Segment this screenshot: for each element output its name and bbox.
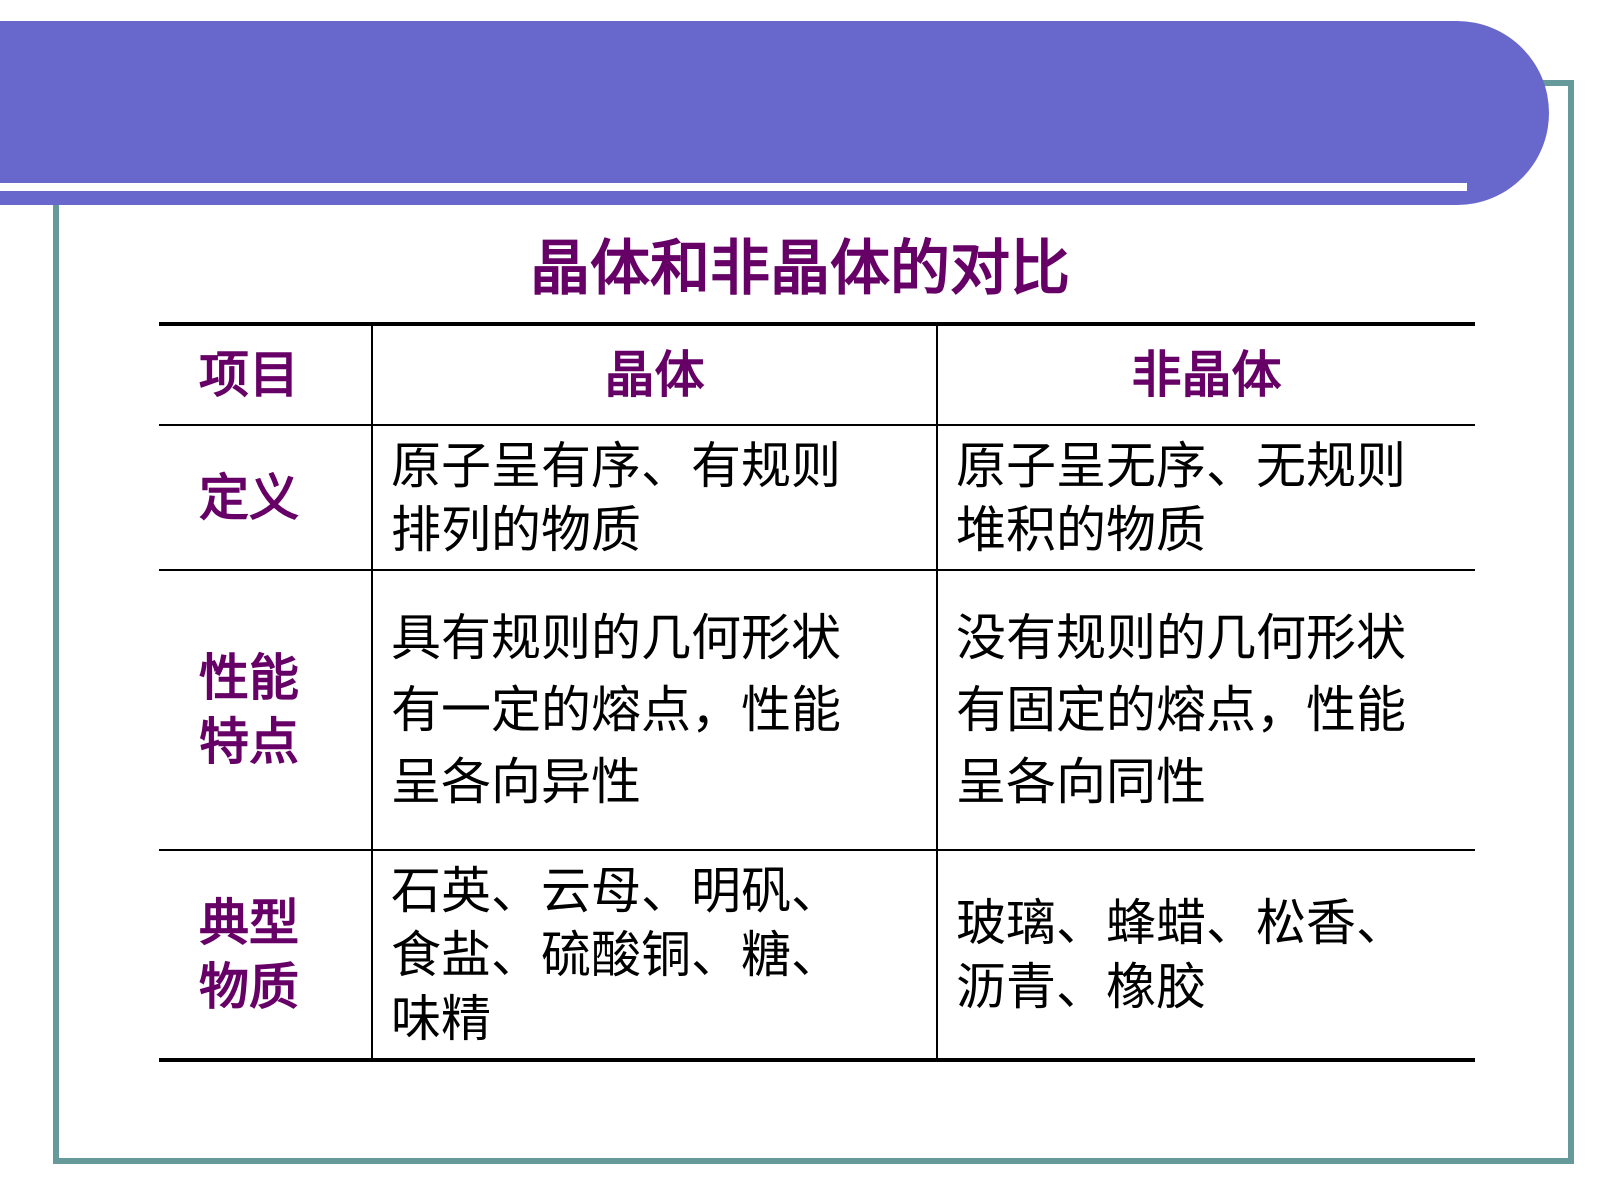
cell-line: 原子呈无序、无规则	[956, 436, 1406, 495]
table-row: 典型 物质 石英、云母、明矾、 食盐、硫酸铜、糖、 味精 玻璃、蜂蜡、松香、 沥青、橡胶	[159, 849, 1475, 1062]
label-line: 定义	[199, 468, 299, 527]
cell-line: 原子呈有序、有规则	[391, 436, 841, 495]
crystal-cell: 具有规则的几何形状 有一定的熔点，性能 呈各向异性	[371, 569, 937, 851]
cell-line: 呈各向同性	[956, 753, 1206, 811]
cell-line: 有一定的熔点，性能	[391, 681, 841, 739]
banner-stripe	[0, 183, 1467, 191]
cell-line: 玻璃、蜂蜡、松香、	[956, 893, 1406, 952]
label-line: 典型	[199, 893, 299, 952]
row-label: 性能 特点	[159, 569, 372, 851]
crystal-cell: 原子呈有序、有规则 排列的物质	[371, 424, 937, 571]
cell-line: 沥青、橡胶	[956, 957, 1206, 1016]
table-header-row: 项目 晶体 非晶体	[159, 322, 1475, 426]
header-item: 项目	[159, 322, 372, 426]
label-line: 物质	[199, 957, 299, 1016]
cell-line: 食盐、硫酸铜、糖、	[391, 925, 841, 984]
amorphous-cell: 原子呈无序、无规则 堆积的物质	[936, 424, 1475, 571]
cell-line: 有固定的熔点，性能	[956, 681, 1406, 739]
comparison-table: 项目 晶体 非晶体 定义 原子呈有序、有规则 排列的物质 原子呈无序、无规则 堆积的…	[159, 322, 1475, 1062]
cell-line: 味精	[391, 989, 491, 1048]
amorphous-cell: 没有规则的几何形状 有固定的熔点，性能 呈各向同性	[936, 569, 1475, 851]
header-crystal: 晶体	[371, 322, 937, 426]
table-row: 定义 原子呈有序、有规则 排列的物质 原子呈无序、无规则 堆积的物质	[159, 424, 1475, 571]
label-line: 特点	[199, 713, 299, 771]
cell-line: 具有规则的几何形状	[391, 609, 841, 667]
row-label: 定义	[159, 424, 372, 571]
cell-line: 堆积的物质	[956, 500, 1206, 559]
crystal-cell: 石英、云母、明矾、 食盐、硫酸铜、糖、 味精	[371, 849, 937, 1062]
header-amorphous: 非晶体	[936, 322, 1475, 426]
amorphous-cell: 玻璃、蜂蜡、松香、 沥青、橡胶	[936, 849, 1475, 1062]
cell-line: 排列的物质	[391, 500, 641, 559]
slide-title: 晶体和非晶体的对比	[530, 234, 1070, 304]
cell-line: 呈各向异性	[391, 753, 641, 811]
title-banner	[0, 21, 1549, 205]
label-line: 性能	[199, 649, 299, 707]
row-label: 典型 物质	[159, 849, 372, 1062]
table-row: 性能特点 具有规则的几何形状 有一定的熔点，性能 呈各向异性 没有规则的几何形状 有固…	[159, 569, 1475, 851]
cell-line: 石英、云母、明矾、	[391, 861, 841, 920]
cell-line: 没有规则的几何形状	[956, 609, 1406, 667]
